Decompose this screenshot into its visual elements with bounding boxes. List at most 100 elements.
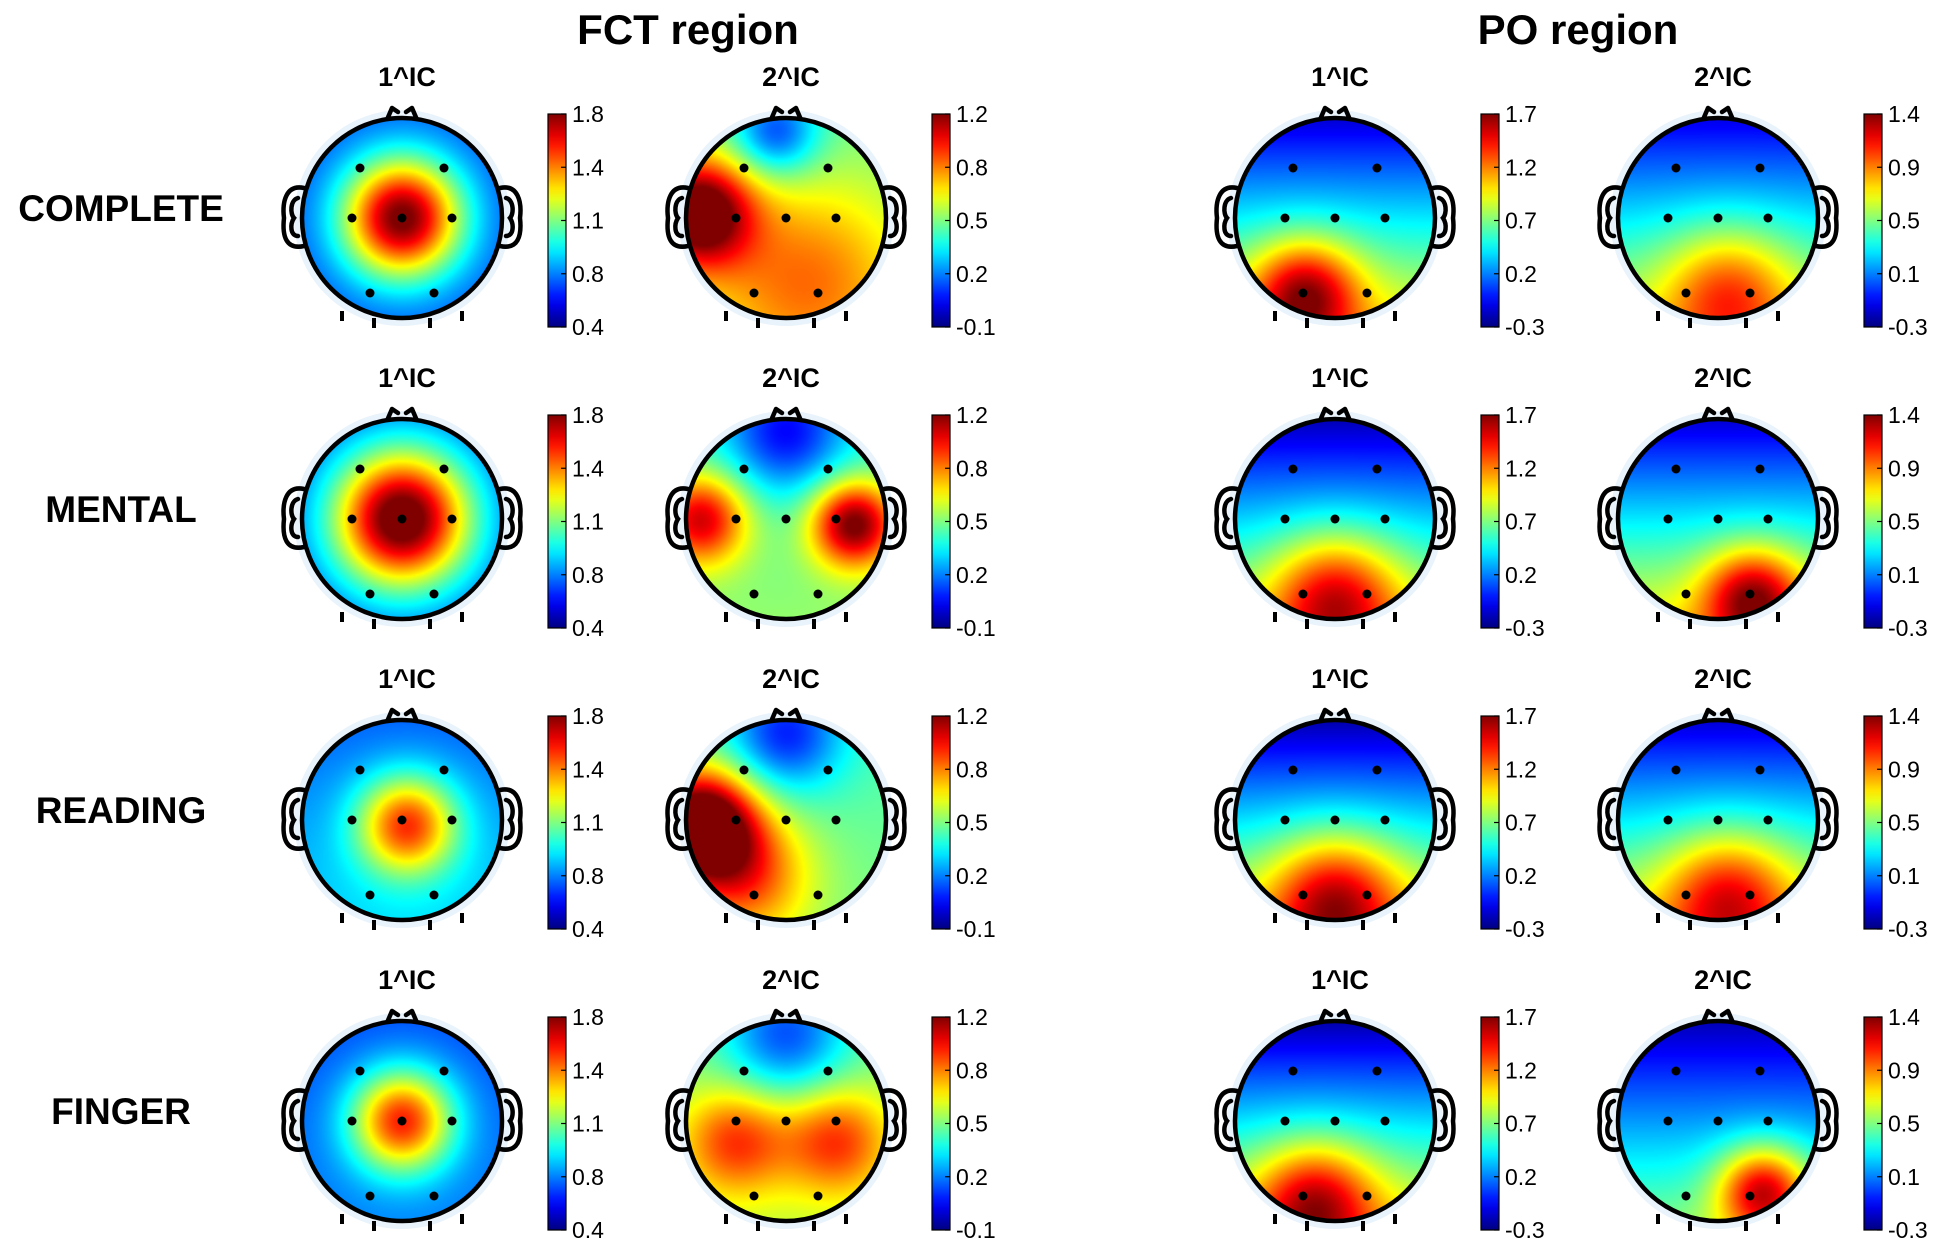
electrode-dot — [823, 464, 833, 474]
colorbar-tick-label: 1.2 — [1505, 154, 1537, 180]
colorbar-tick-label: 1.8 — [572, 101, 604, 127]
head-outline — [1232, 717, 1438, 923]
electrode-dot — [447, 514, 457, 524]
electrode-dot — [1763, 815, 1773, 825]
electrode-dot — [739, 464, 749, 474]
colorbar-tick-label: 1.4 — [1888, 101, 1920, 127]
electrode-dot — [1681, 288, 1691, 298]
topomap-panel-mental-fct-region-1-ic: 1^IC 1.8 1.4 1.1 0.8 0.4 — [281, 363, 604, 641]
colorbar-tick-label: 0.1 — [1888, 562, 1920, 588]
electrode-dot — [1763, 1116, 1773, 1126]
colorbar-tick-label: 1.7 — [1505, 402, 1537, 428]
electrode-dot — [1362, 288, 1372, 298]
map-title-reading-po-region-2-ic: 2^IC — [1694, 664, 1752, 694]
electrode-dot — [1745, 589, 1755, 599]
electrode-dot — [749, 288, 759, 298]
electrode-dot — [1713, 514, 1723, 524]
region-title-po: PO region — [1478, 6, 1679, 53]
electrode-dot — [429, 589, 439, 599]
electrode-dot — [1372, 163, 1382, 173]
colorbar-tick-label: -0.3 — [1505, 615, 1545, 641]
electrode-dot — [749, 890, 759, 900]
electrode-dot — [1330, 514, 1340, 524]
electrode-dot — [365, 589, 375, 599]
electrode-dot — [365, 1191, 375, 1201]
electrode-dot — [1755, 163, 1765, 173]
head-outline — [1615, 1018, 1821, 1224]
left-ear — [1597, 486, 1623, 550]
electrode-dot — [1713, 213, 1723, 223]
topomap-panel-finger-po-region-1-ic: 1^IC 1.7 1.2 0.7 0.2 -0.3 — [1214, 965, 1545, 1243]
electrode-dot — [1280, 815, 1290, 825]
electrode-dot — [447, 213, 457, 223]
electrode-dot — [439, 163, 449, 173]
electrode-dot — [447, 1116, 457, 1126]
topomap-panel-complete-fct-region-1-ic: 1^IC 1.8 1.4 1.1 0.8 0.4 — [281, 62, 604, 340]
colorbar-tick-label: 1.2 — [956, 101, 988, 127]
colorbar-tick-label: 0.2 — [956, 562, 988, 588]
left-ear — [665, 185, 691, 249]
colorbar-tick-label: 0.5 — [956, 509, 988, 535]
colorbar-tick-label: 0.5 — [1888, 509, 1920, 535]
map-title-complete-fct-region-1-ic: 1^IC — [378, 62, 436, 92]
map-title-reading-fct-region-2-ic: 2^IC — [762, 664, 820, 694]
map-title-reading-fct-region-1-ic: 1^IC — [378, 664, 436, 694]
colorbar-tick-label: -0.1 — [956, 916, 996, 942]
electrode-dot — [823, 765, 833, 775]
electrode-dot — [347, 815, 357, 825]
topomap-panel-finger-fct-region-1-ic: 1^IC 1.8 1.4 1.1 0.8 0.4 — [281, 965, 604, 1243]
right-ear — [497, 787, 523, 851]
electrode-dot — [1288, 1066, 1298, 1076]
electrode-dot — [749, 589, 759, 599]
colorbar-tick-label: 1.4 — [572, 756, 604, 782]
colorbar-tick-label: 0.2 — [1505, 863, 1537, 889]
electrode-dot — [1298, 589, 1308, 599]
row-label-reading: READING — [36, 790, 207, 831]
topomap-panel-reading-fct-region-2-ic: 2^IC 1.2 0.8 0.5 0.2 -0.1 — [665, 664, 996, 942]
colorbar-tick-label: 0.8 — [572, 261, 604, 287]
electrode-dot — [1330, 213, 1340, 223]
electrode-dot — [429, 288, 439, 298]
colorbar-tick-label: 1.2 — [1505, 1057, 1537, 1083]
left-ear — [1597, 787, 1623, 851]
electrode-dot — [439, 765, 449, 775]
electrode-dot — [429, 890, 439, 900]
electrode-dot — [1755, 1066, 1765, 1076]
colorbar-tick-label: -0.3 — [1888, 314, 1928, 340]
colorbar-tick-label: 1.8 — [572, 402, 604, 428]
electrode-dot — [739, 1066, 749, 1076]
topomap-panel-mental-po-region-2-ic: 2^IC 1.4 0.9 0.5 0.1 -0.3 — [1597, 363, 1928, 641]
colorbar-tick-label: 0.8 — [572, 863, 604, 889]
colorbar-tick-label: 0.1 — [1888, 863, 1920, 889]
electrode-dot — [447, 815, 457, 825]
electrode-dot — [397, 514, 407, 524]
colorbar-tick-label: -0.1 — [956, 1217, 996, 1243]
colorbar-tick-label: 1.2 — [1505, 756, 1537, 782]
colorbar-tick-label: 0.2 — [1505, 261, 1537, 287]
electrode-dot — [1298, 288, 1308, 298]
colorbar-tick-label: 1.4 — [1888, 402, 1920, 428]
left-ear — [665, 1088, 691, 1152]
electrode-dot — [1380, 514, 1390, 524]
left-ear — [665, 787, 691, 851]
right-ear — [1813, 185, 1839, 249]
electrode-dot — [1280, 514, 1290, 524]
electrode-dot — [781, 815, 791, 825]
topomap-panel-reading-po-region-2-ic: 2^IC 1.4 0.9 0.5 0.1 -0.3 — [1597, 664, 1928, 942]
right-ear — [1813, 787, 1839, 851]
electrode-dot — [1663, 213, 1673, 223]
colorbar-tick-label: 0.9 — [1888, 455, 1920, 481]
colorbar-tick-label: 0.5 — [1888, 810, 1920, 836]
electrode-dot — [1763, 213, 1773, 223]
electrode-dot — [731, 213, 741, 223]
colorbar-tick-label: 1.2 — [956, 402, 988, 428]
electrode-dot — [831, 514, 841, 524]
electrode-dot — [831, 213, 841, 223]
colorbar-tick-label: 1.8 — [572, 1004, 604, 1030]
electrode-dot — [739, 765, 749, 775]
colorbar-tick-label: 0.5 — [956, 1111, 988, 1137]
electrode-dot — [813, 1191, 823, 1201]
colorbar-tick-label: 1.7 — [1505, 1004, 1537, 1030]
left-ear — [281, 1088, 307, 1152]
map-title-finger-po-region-2-ic: 2^IC — [1694, 965, 1752, 995]
